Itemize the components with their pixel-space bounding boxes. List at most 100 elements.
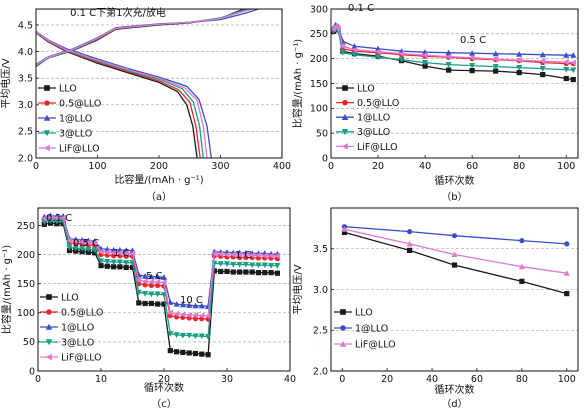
data-point: [142, 278, 148, 285]
legend-marker: [46, 294, 52, 300]
rate-annotation: 0.1 C: [348, 3, 374, 14]
x-tick-label: 100: [557, 161, 575, 172]
panel-c: 0 10 20 30 40 0 50 100 150 200 250 循环次数 比容量/(mAh · g…: [0, 207, 296, 410]
data-point: [142, 273, 149, 279]
data-point: [249, 269, 255, 275]
data-point: [180, 349, 186, 355]
data-point: [167, 309, 173, 316]
legend-label: 3@LLO: [61, 337, 94, 348]
data-point: [116, 249, 123, 256]
legend-label: LLO: [59, 83, 77, 94]
panel-caption: （d）: [441, 398, 467, 410]
panel-caption: （b）: [441, 191, 467, 203]
discharge-curve: [35, 30, 212, 159]
legend-label: LiF@LLO: [357, 142, 398, 153]
x-tick-label: 40: [426, 374, 438, 385]
y-tick-label: 3.5: [18, 73, 33, 84]
data-point: [492, 50, 499, 57]
data-point: [91, 247, 98, 254]
data-point: [451, 233, 458, 239]
data-point: [255, 252, 262, 259]
legend-marker: [341, 129, 349, 136]
x-tick-label: 100: [88, 161, 106, 172]
y-tick-label: 150: [17, 279, 35, 290]
data-point: [518, 263, 525, 270]
legend-label: LLO: [357, 83, 375, 94]
data-point: [242, 252, 249, 259]
data-point: [445, 62, 452, 68]
data-point: [155, 301, 161, 307]
legend-label: LiF@LLO: [355, 339, 396, 350]
data-point: [110, 259, 117, 266]
series-LiF@LLO: [35, 8, 253, 159]
data-point: [117, 264, 123, 270]
data-point: [351, 52, 358, 58]
data-point: [167, 348, 173, 354]
data-point: [516, 69, 522, 76]
data-point: [148, 300, 154, 307]
series-line: [44, 216, 278, 317]
y-tick-label: 200: [310, 54, 328, 65]
y-tick-label: 200: [17, 250, 35, 261]
x-tick-label: 0: [339, 374, 345, 385]
y-tick-label: 4.0: [18, 47, 33, 58]
data-point: [230, 251, 236, 258]
x-tick-label: 40: [419, 161, 431, 172]
data-point: [192, 302, 199, 309]
series-LiF@LLO: [341, 226, 570, 276]
data-point: [123, 260, 130, 266]
data-point: [274, 252, 280, 259]
data-point: [519, 278, 525, 284]
data-point: [217, 250, 224, 258]
data-point: [242, 261, 249, 268]
data-point: [217, 261, 224, 267]
y-tick-label: 250: [310, 29, 328, 40]
data-point: [79, 238, 85, 245]
data-point: [53, 214, 60, 221]
data-point: [261, 252, 268, 259]
legend-label: 0.5@LLO: [61, 307, 103, 318]
data-point: [274, 263, 281, 269]
data-point: [174, 349, 180, 355]
data-point: [198, 302, 205, 309]
series-LiF@LLO: [41, 214, 280, 319]
data-point: [398, 57, 405, 63]
charge-curve: [35, 8, 253, 66]
data-point: [236, 251, 243, 258]
series-line: [44, 214, 278, 308]
legend-marker: [45, 323, 53, 330]
data-point: [161, 301, 167, 307]
data-point: [198, 333, 205, 340]
data-point: [142, 300, 148, 307]
x-axis-label: 循环次数: [435, 174, 475, 187]
data-point: [60, 214, 66, 221]
y-axis-label: 平均电压/V: [0, 58, 12, 108]
data-point: [98, 263, 104, 269]
legend-marker: [45, 353, 52, 361]
x-tick-label: 400: [273, 161, 291, 172]
data-point: [516, 51, 523, 57]
data-point: [255, 270, 262, 276]
x-tick-label: 300: [211, 161, 229, 172]
data-point: [223, 251, 230, 258]
data-point: [268, 270, 274, 276]
legend-label: 3@LLO: [357, 127, 390, 138]
data-point: [398, 50, 405, 57]
data-point: [205, 334, 212, 340]
y-tick-label: 50: [316, 128, 328, 139]
data-point: [79, 246, 86, 252]
y-tick-label: 2.0: [18, 153, 33, 164]
legend-label: LiF@LLO: [61, 352, 102, 363]
y-axis-label: 比容量/(mAh · g⁻¹): [0, 245, 13, 334]
legend-label: 1@LLO: [355, 323, 388, 334]
data-point: [570, 52, 577, 58]
panel-a: 0 100 200 300 400 2.0 2.5 3.0 3.5 4.0 4.5 比容量/(mAh …: [0, 6, 291, 203]
y-tick-label: 50: [23, 337, 35, 348]
legend-marker: [45, 339, 53, 346]
data-point: [570, 59, 576, 66]
y-tick-label: 3.0: [313, 285, 328, 296]
x-tick-label: 40: [284, 374, 296, 385]
y-axis-label: 平均电压/V: [291, 264, 304, 314]
data-point: [469, 63, 476, 69]
